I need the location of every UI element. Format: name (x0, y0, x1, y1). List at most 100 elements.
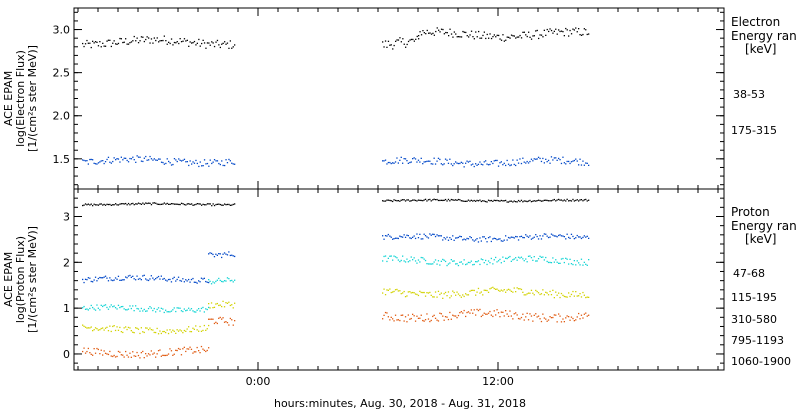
data-point (229, 160, 231, 162)
data-point (209, 307, 211, 309)
data-point (403, 320, 405, 322)
data-point (576, 316, 578, 318)
data-point (125, 202, 127, 205)
data-point (132, 331, 134, 333)
data-point (135, 203, 137, 205)
data-point (107, 280, 110, 282)
data-point (515, 312, 517, 314)
data-point (208, 306, 210, 309)
data-point (97, 307, 99, 309)
data-point (130, 158, 133, 160)
data-point (96, 328, 98, 330)
data-point (195, 44, 197, 46)
data-point (539, 235, 541, 237)
data-point (487, 237, 490, 239)
data-point (453, 239, 455, 241)
data-point (231, 254, 233, 256)
data-point (507, 315, 510, 317)
data-point (438, 29, 440, 31)
data-point (114, 356, 117, 358)
data-point (173, 41, 176, 44)
data-point (493, 287, 495, 290)
data-point (573, 260, 575, 262)
data-point (213, 322, 216, 325)
data-point (456, 291, 458, 293)
data-point (540, 34, 543, 36)
data-point (208, 253, 210, 255)
data-point (480, 240, 482, 242)
data-point (83, 159, 85, 162)
data-point (182, 278, 184, 280)
data-point (525, 34, 527, 36)
data-point (200, 277, 203, 279)
data-point (149, 42, 151, 44)
data-point (130, 203, 133, 205)
data-point (416, 35, 418, 38)
data-point (109, 306, 111, 308)
data-point (192, 161, 194, 163)
data-point (139, 357, 141, 359)
data-point (452, 314, 454, 316)
data-point (520, 235, 523, 237)
data-point (234, 44, 236, 46)
data-point (183, 329, 185, 332)
data-point (188, 164, 190, 167)
y-axis-label-line: [1/(cm²s ster MeV)] (26, 45, 39, 152)
data-point (158, 158, 160, 160)
data-point (472, 163, 474, 165)
data-point (185, 40, 187, 42)
data-point (523, 319, 525, 321)
data-point (426, 313, 428, 315)
data-point (487, 312, 490, 314)
data-point (583, 313, 585, 315)
data-point (170, 281, 173, 283)
data-point (218, 203, 220, 205)
data-point (536, 158, 538, 160)
data-point (84, 308, 87, 310)
data-point (186, 328, 188, 330)
data-point (109, 161, 111, 163)
data-point (84, 43, 87, 45)
data-point (580, 199, 583, 201)
legend-entry: 310-580 (731, 313, 777, 326)
data-point (532, 35, 534, 37)
data-point (529, 235, 531, 237)
data-point (86, 308, 88, 310)
data-point (146, 279, 148, 281)
data-point (508, 36, 510, 38)
data-point (569, 258, 571, 260)
data-point (550, 29, 553, 32)
data-point (203, 159, 206, 161)
data-point (465, 31, 467, 34)
data-point (169, 203, 171, 205)
data-point (167, 278, 170, 281)
data-point (437, 260, 440, 262)
data-point (424, 319, 427, 321)
data-point (527, 255, 530, 257)
data-point (93, 279, 95, 281)
data-point (203, 324, 205, 327)
data-point (100, 160, 102, 162)
data-point (386, 46, 388, 48)
data-point (153, 37, 155, 39)
data-point (192, 310, 194, 312)
panel-frame-electron (73, 7, 725, 190)
data-point (560, 162, 563, 165)
data-point (136, 307, 138, 310)
data-point (179, 203, 181, 206)
data-point (167, 311, 170, 313)
data-point (169, 278, 171, 281)
data-point (156, 203, 158, 205)
data-point (483, 262, 485, 264)
data-point (505, 235, 507, 237)
data-point (137, 328, 140, 330)
data-point (556, 294, 558, 296)
data-point (195, 351, 197, 353)
data-point (463, 166, 465, 168)
data-point (126, 43, 128, 45)
data-point (562, 156, 564, 158)
data-point (459, 261, 461, 263)
data-point (505, 164, 507, 167)
data-point (107, 353, 110, 356)
data-point (449, 28, 451, 30)
